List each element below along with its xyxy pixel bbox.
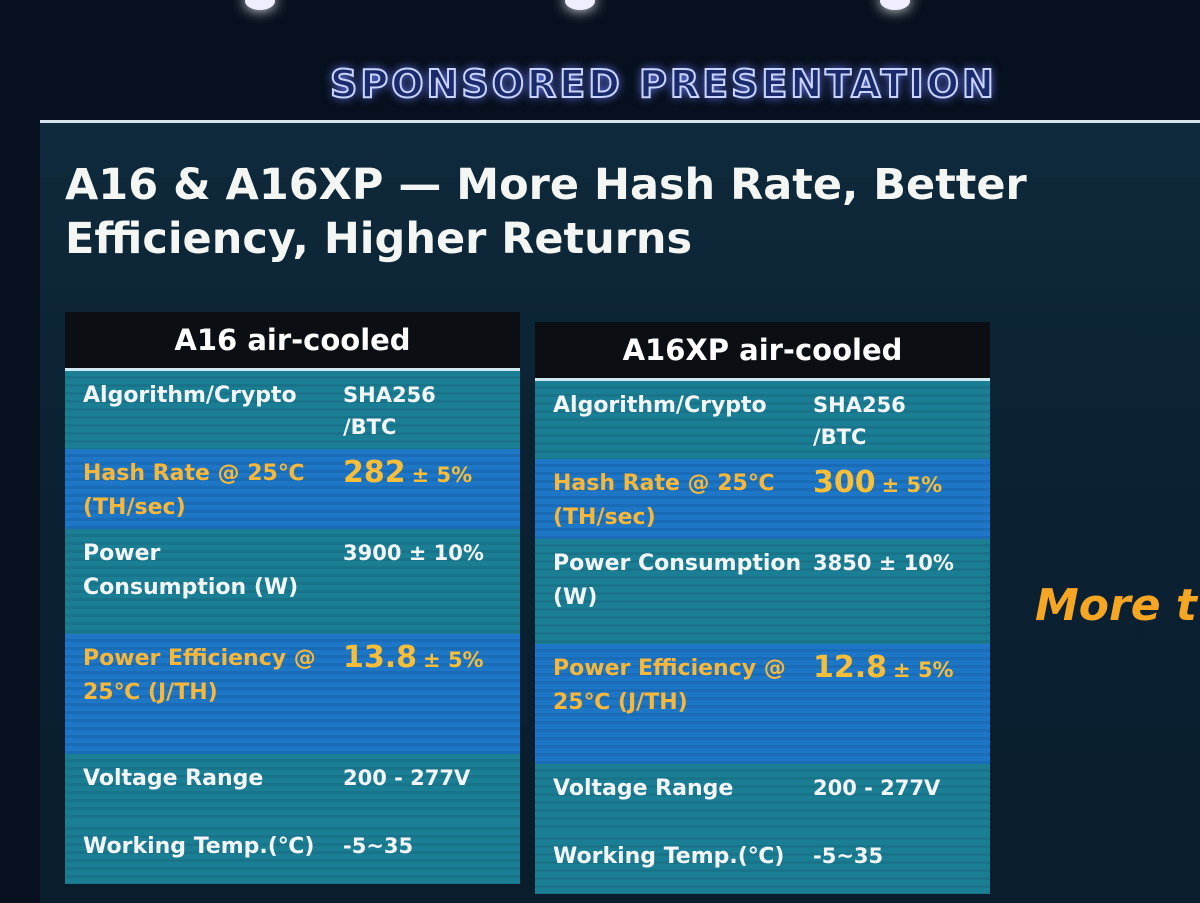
spec-value-cell: -5~35 [343, 830, 413, 884]
spec-value-cell: 3850 ± 10% [813, 547, 954, 644]
spec-value: 200 - 277V [813, 776, 941, 800]
spec-label: Working Temp.(℃) [553, 844, 785, 869]
spec-value: 300 [813, 465, 876, 500]
spec-label: Working Temp.(℃) [83, 834, 315, 859]
spec-value-cell: 200 - 277V [343, 762, 470, 822]
stage-light [880, 0, 910, 10]
spec-tolerance: ± 5% [881, 473, 943, 497]
banner: SPONSORED PRESENTATION [329, 61, 997, 107]
spec-value-cell: SHA256 /BTC [813, 389, 906, 459]
spec-value-cell: -5~35 [813, 840, 883, 894]
spec-row: Power Consumption (W) 3900 ± 10% [65, 529, 520, 634]
spec-value: 3900 ± 10% [343, 541, 484, 565]
spec-value: 200 - 277V [343, 766, 471, 790]
spec-value: 13.8 [343, 640, 418, 675]
table-title: A16XP air-cooled [535, 322, 990, 381]
spec-table: A16XP air-cooled Algorithm/Crypto SHA256 /… [535, 322, 990, 894]
spec-label: Algorithm/Crypto [553, 393, 767, 418]
spec-value-cell: SHA256 /BTC [343, 379, 436, 449]
spec-value: SHA256 /BTC [813, 393, 906, 449]
spec-tolerance: ± 5% [893, 658, 954, 682]
stage-light [245, 0, 275, 10]
spec-value: -5~35 [813, 844, 884, 868]
spec-row: Power Efficiency @ 25℃ (J/TH) 13.8 ± 5% [65, 634, 520, 754]
spec-row: Algorithm/Crypto SHA256 /BTC [65, 371, 520, 449]
spec-label: Voltage Range [553, 776, 734, 801]
spec-value-cell: 3900 ± 10% [343, 537, 484, 634]
spec-row: Algorithm/Crypto SHA256 /BTC [535, 381, 990, 459]
spec-value-cell: 300 ± 5% [813, 467, 942, 539]
spec-label: Voltage Range [83, 766, 264, 791]
spec-tolerance: ± 5% [423, 648, 484, 672]
side-text: More t [1035, 580, 1197, 631]
spec-value-cell: 200 - 277V [813, 772, 940, 832]
table-title: A16 air-cooled [65, 312, 520, 371]
spec-label: Hash Rate @ 25℃ (TH/sec) [553, 471, 775, 530]
spec-table: A16 air-cooled Algorithm/Crypto SHA256 /BT… [65, 312, 520, 884]
spec-row: Hash Rate @ 25℃ (TH/sec) 300 ± 5% [535, 459, 990, 539]
spec-row: Hash Rate @ 25℃ (TH/sec) 282 ± 5% [65, 449, 520, 529]
spec-label: Power Consumption (W) [553, 551, 802, 610]
spec-row: Power Efficiency @ 25℃ (J/TH) 12.8 ± 5% [535, 644, 990, 764]
spec-value: SHA256 /BTC [343, 383, 436, 439]
slide-title: A16 & A16XP — More Hash Rate, Better Eff… [65, 160, 1027, 264]
spec-label: Power Consumption (W) [83, 541, 299, 600]
spec-label: Power Efficiency @ 25℃ (J/TH) [83, 646, 316, 705]
spec-row: Working Temp.(℃) -5~35 [65, 822, 520, 884]
spec-value: 12.8 [813, 650, 888, 685]
stage-light [565, 0, 595, 10]
spec-value: 3850 ± 10% [813, 551, 954, 575]
spec-value-cell: 12.8 ± 5% [813, 652, 954, 764]
spec-value-cell: 282 ± 5% [343, 457, 472, 529]
spec-value: 282 [343, 455, 406, 490]
spec-row: Working Temp.(℃) -5~35 [535, 832, 990, 894]
spec-label: Algorithm/Crypto [83, 383, 297, 408]
spec-label: Power Efficiency @ 25℃ (J/TH) [553, 656, 786, 715]
spec-row: Voltage Range 200 - 277V [65, 754, 520, 822]
spec-value-cell: 13.8 ± 5% [343, 642, 484, 754]
spec-row: Voltage Range 200 - 277V [535, 764, 990, 832]
spec-label: Hash Rate @ 25℃ (TH/sec) [83, 461, 305, 520]
spec-row: Power Consumption (W) 3850 ± 10% [535, 539, 990, 644]
spec-tolerance: ± 5% [411, 463, 473, 487]
spec-value: -5~35 [343, 834, 414, 858]
